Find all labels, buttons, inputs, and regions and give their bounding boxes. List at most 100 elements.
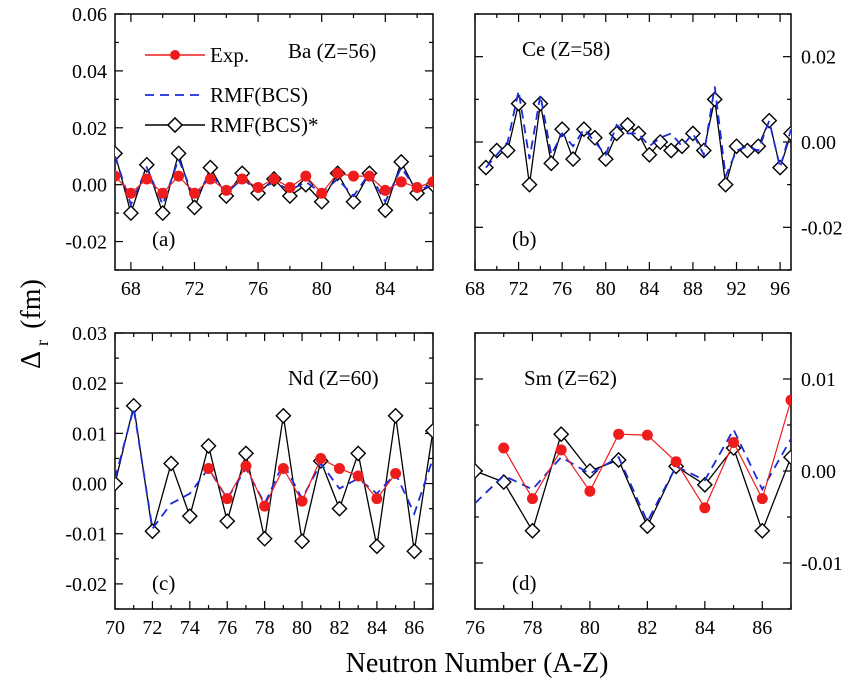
x-tick-label: 86 [404,617,424,639]
legend-entry-exp: Exp. [145,43,249,67]
data-point-rmf-star [125,397,142,414]
series-line-rmf [115,408,433,531]
data-point-exp [427,176,433,188]
data-point-rmf-star [115,475,124,492]
data-point-rmf-star [163,455,180,472]
x-tick-label: 80 [596,278,616,300]
y-tick-label: -0.01 [65,524,107,546]
data-point-exp [555,444,567,456]
x-tick-label: 72 [185,278,205,300]
data-point-rmf-star [597,151,614,168]
series-rmf_star [475,426,791,539]
data-point-exp [141,173,153,185]
data-point-rmf-star [313,193,330,210]
data-point-exp [115,170,121,182]
data-point-rmf-star [553,426,570,443]
data-point-exp [315,452,327,464]
data-point-exp [379,184,391,196]
plot-frame [114,13,434,271]
data-point-exp [296,495,308,507]
data-point-rmf-star [695,142,712,159]
x-tick-label: 80 [580,617,600,639]
x-tick-label: 84 [695,617,715,639]
data-point-rmf-star [782,449,791,466]
y-tick-label: 0.00 [72,175,107,197]
data-point-rmf-star [154,205,171,222]
data-point-exp [411,182,423,194]
panels-layer: 68 72 76 80 84 -0.02 0.00 0.02 0.04 0.06 Ba (Z=56)… [65,4,842,639]
legend-label-rmf: RMF(BCS) [210,83,308,107]
legend-marker-rmf-star [166,116,184,134]
legend-entry-rmf: RMF(BCS) [145,83,308,107]
x-tick-label: 72 [142,617,162,639]
x-tick-label: 76 [552,278,572,300]
series-line-rmf-star [475,432,791,533]
data-point-rmf-star [772,159,789,176]
y-tick-label: 0.01 [801,369,836,391]
data-point-exp [756,493,768,505]
data-point-rmf-star [475,462,484,480]
data-point-rmf-star [393,153,410,170]
data-point-exp [203,462,215,474]
legend-label-rmf-star: RMF(BCS)* [210,113,319,137]
data-point-exp [252,182,264,194]
data-point-rmf-star [281,187,298,205]
x-tick-label: 70 [105,617,125,639]
data-point-exp [526,493,538,505]
x-axis-label: Neutron Number (A-Z) [346,648,609,679]
x-tick-label: 78 [522,617,542,639]
data-point-rmf-star [761,112,778,129]
data-point-rmf-star [186,199,203,216]
series-rmf_star [115,397,433,560]
data-point-rmf-star [202,159,219,176]
data-point-rmf-star [663,142,680,159]
data-point-rmf-star [488,142,505,159]
data-point-rmf-star [122,205,139,222]
plot-area [475,394,791,539]
x-tick-label: 96 [770,278,790,300]
panel-title: Ce (Z=58) [522,37,610,61]
data-point-rmf-star [610,451,627,469]
panel-b: 68 72 76 80 84 88 92 96 -0.02 0.00 0.02 Ce (Z=58) (b… [465,13,843,300]
data-point-rmf-star [639,518,656,535]
series-line-rmf-star [115,405,433,552]
data-point-rmf-star [406,543,423,560]
legend-entry-rmf-star: RMF(BCS)* [145,113,319,137]
x-tick-label: 80 [312,278,332,300]
plot-area [477,86,791,193]
data-point-exp [371,493,383,505]
data-point-exp [390,468,402,480]
x-tick-label: 88 [683,278,703,300]
y-tick-label: 0.03 [72,323,107,345]
data-point-exp [395,176,407,188]
panel-title: Ba (Z=56) [288,39,376,63]
panel-label: (c) [152,571,175,595]
data-point-exp [221,493,233,505]
data-point-rmf-star [586,129,603,146]
data-point-exp [670,456,682,468]
data-point-exp [352,470,364,482]
data-point-rmf-star [499,142,516,159]
data-point-rmf-star [293,533,311,550]
y-tick-label: 0.06 [72,4,107,26]
y-tick-label: 0.01 [72,423,107,445]
legend-marker-exp [170,50,180,60]
y-tick-label: 0.02 [801,47,836,69]
plot-frame [114,332,434,610]
y-tick-label: 0.02 [72,118,107,140]
y-tick-label: 0.00 [801,132,836,154]
data-point-exp [173,170,185,182]
y-tick-label: 0.04 [72,61,107,83]
data-point-rmf-star [619,116,636,133]
data-point-rmf-star [565,151,582,168]
panel-title: Sm (Z=62) [524,366,617,390]
series-exp [203,452,402,512]
data-point-exp [584,485,596,497]
data-point-rmf-star [350,445,367,462]
data-point-rmf-star [170,145,187,162]
series-exp [115,167,433,199]
series-line-rmf [475,427,791,524]
data-point-exp [641,429,653,441]
x-tick-label: 82 [329,617,349,639]
data-point-exp [220,184,232,196]
